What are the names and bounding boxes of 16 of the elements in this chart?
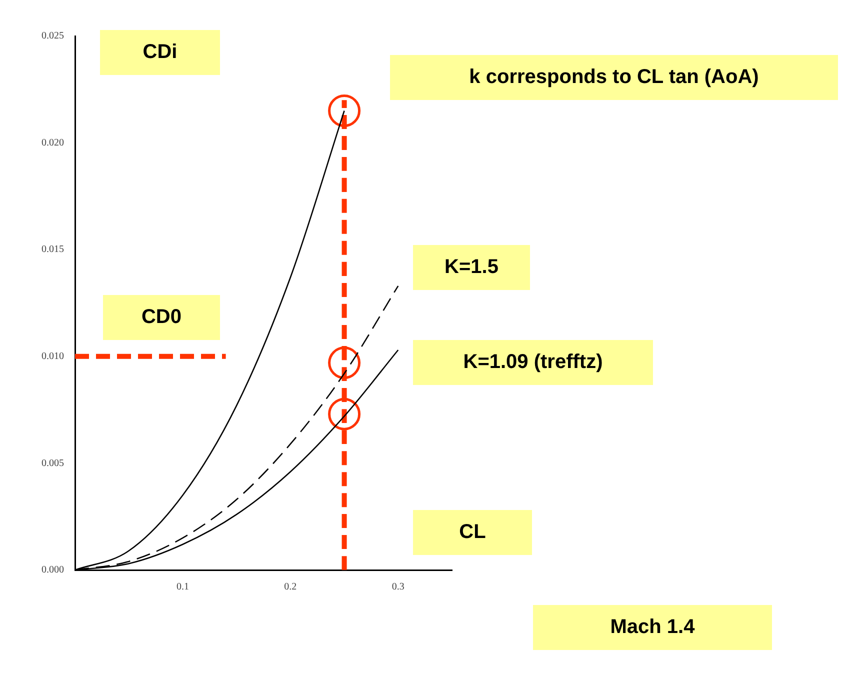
y-tick-label: 0.015 (42, 244, 64, 256)
callout-box: K=1.09 (trefftz) (413, 340, 653, 385)
x-tick-label: 0.3 (392, 582, 404, 593)
callout-box: Mach 1.4 (533, 605, 772, 650)
y-tick-label: 0.010 (42, 351, 64, 362)
callout-box: CL (413, 510, 532, 555)
y-tick-label: 0.025 (42, 30, 64, 42)
callout-box: k corresponds to CL tan (AoA) (390, 55, 838, 100)
y-tick-label: 0.020 (42, 137, 64, 148)
y-tick-label: 0.005 (42, 458, 64, 469)
callout-box: CD0 (103, 295, 220, 340)
x-tick-label: 0.2 (284, 582, 297, 593)
callout-box: CDi (100, 30, 220, 75)
callout-box: K=1.5 (413, 245, 530, 290)
y-tick-label: 0.000 (42, 564, 64, 576)
x-tick-label: 0.1 (176, 582, 189, 593)
